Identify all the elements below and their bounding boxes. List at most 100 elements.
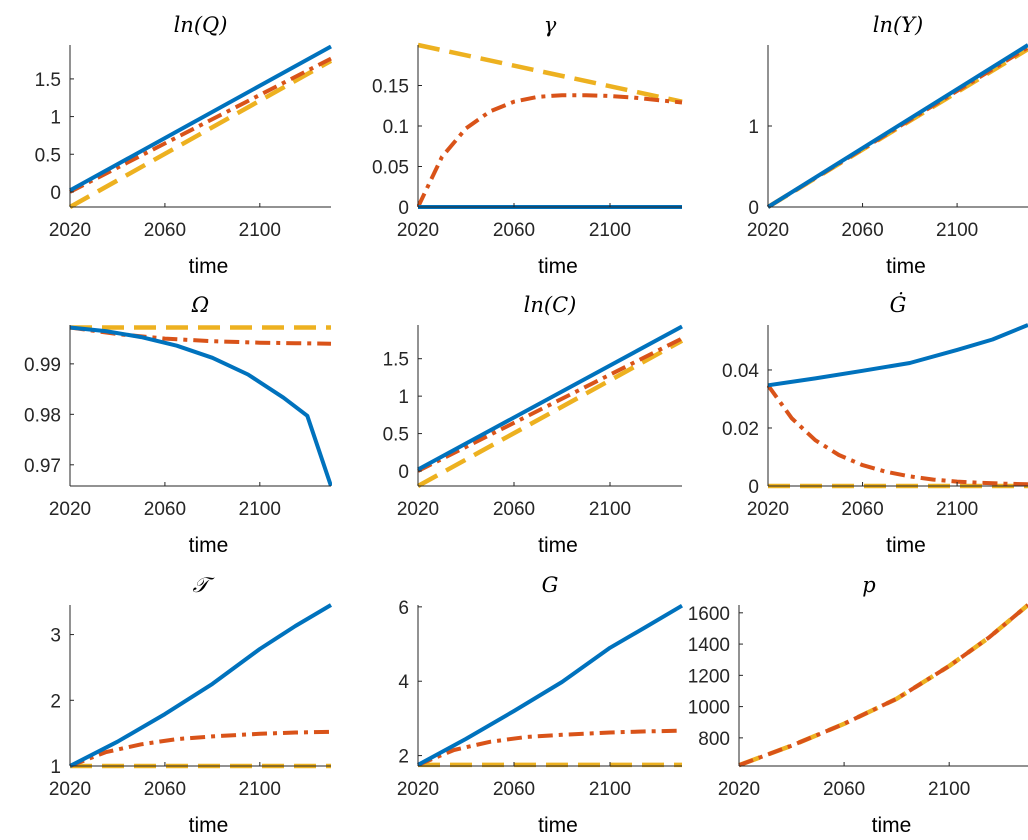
subplot-5: 2020 2060 2100 0 0.5 1 1.5 time ln(C) [383, 293, 683, 557]
subplot-title: Ω [191, 293, 209, 317]
x-tick-label: 2100 [239, 220, 281, 241]
x-tick-label: 2100 [239, 499, 281, 520]
x-tick-label: 2100 [936, 499, 978, 520]
series-group [69, 603, 332, 769]
series-group [417, 603, 683, 768]
y-tick-label: 0 [748, 477, 759, 498]
x-tick-label: 2020 [747, 220, 789, 241]
subplot-1: 2020 2060 2100 0 0.5 1 1.5 time ln(Q) [35, 13, 332, 278]
series-line-dashdot [69, 729, 332, 768]
x-tick-label: 2060 [144, 779, 186, 800]
subplot-title: p [862, 573, 875, 597]
x-tick-label: 2020 [49, 499, 91, 520]
x-axis-label: time [886, 534, 926, 557]
series-line-dashdot [69, 325, 332, 346]
y-tick-label: 1200 [688, 666, 730, 687]
y-tick-label: 1 [748, 117, 759, 138]
x-axis-label: time [538, 255, 578, 278]
x-tick-label: 2060 [823, 779, 865, 800]
subplot-title: ln(Q) [174, 13, 228, 37]
y-tick-label: 1600 [688, 604, 730, 625]
series-line-dashdot [767, 384, 1028, 487]
series-line-solid [69, 44, 332, 193]
series-line-dashdot [417, 336, 683, 473]
y-tick-label: 1400 [688, 635, 730, 656]
subplot-7: 2020 2060 2100 1 2 3 time 𝒯 [49, 573, 332, 837]
subplot-title: γ [544, 13, 557, 37]
y-tick-label: 0.15 [372, 77, 409, 98]
y-tick-label: 0 [398, 198, 409, 219]
subplot-title: 𝒯 [192, 573, 215, 597]
y-tick-label: 0 [50, 183, 61, 204]
series-group [767, 43, 1028, 209]
series-line-solid [69, 325, 332, 487]
series-line-dashed [738, 603, 1028, 768]
x-tick-label: 2100 [589, 220, 631, 241]
x-axis-label: time [189, 534, 229, 557]
y-tick-label: 0.5 [383, 425, 409, 446]
y-tick-label: 0.99 [24, 355, 61, 376]
series-line-dashed [69, 58, 332, 209]
y-tick-label: 3 [50, 626, 61, 647]
y-tick-label: 0.05 [372, 158, 409, 179]
x-axis-label: time [538, 814, 578, 837]
x-tick-label: 2060 [841, 220, 883, 241]
y-tick-label: 2 [50, 691, 61, 712]
x-tick-label: 2100 [589, 499, 631, 520]
series-line-solid [417, 603, 683, 767]
x-axis-label: time [872, 814, 912, 837]
y-tick-label: 800 [698, 729, 730, 750]
y-tick-label: 0.1 [383, 117, 409, 138]
series-line-dashed [417, 338, 683, 488]
y-tick-label: 1 [50, 108, 61, 129]
series-line-solid [417, 324, 683, 472]
y-tick-label: 0 [748, 198, 759, 219]
series-group [69, 325, 332, 487]
series-line-solid [69, 603, 332, 768]
x-tick-label: 2020 [49, 220, 91, 241]
x-tick-label: 2060 [493, 779, 535, 800]
x-tick-label: 2060 [144, 499, 186, 520]
subplot-3: 2020 2060 2100 0 1 time ln(Y) [747, 13, 1028, 278]
x-tick-label: 2060 [841, 499, 883, 520]
subplot-6: 2020 2060 2100 0 0.02 0.04 time Ġ [722, 292, 1028, 557]
x-tick-label: 2020 [397, 220, 439, 241]
y-tick-label: 1 [50, 757, 61, 778]
series-line-solid [767, 43, 1028, 209]
x-tick-label: 2020 [397, 779, 439, 800]
y-tick-label: 2 [398, 747, 409, 768]
subplot-title: ln(C) [524, 293, 577, 317]
x-axis-label: time [189, 255, 229, 278]
x-tick-label: 2100 [239, 779, 281, 800]
series-line-dashdot [69, 56, 332, 194]
x-axis-label: time [538, 534, 578, 557]
y-tick-label: 4 [398, 672, 409, 693]
series-group [417, 324, 683, 488]
x-tick-label: 2020 [747, 499, 789, 520]
x-tick-label: 2060 [144, 220, 186, 241]
x-tick-label: 2100 [936, 220, 978, 241]
x-axis-label: time [886, 255, 926, 278]
series-line-dashdot [417, 93, 683, 208]
x-axis-label: time [189, 814, 229, 837]
y-tick-label: 0.98 [24, 405, 61, 426]
y-tick-label: 1000 [688, 698, 730, 719]
subplot-8: 2020 2060 2100 2 4 6 time G [397, 573, 683, 837]
subplot-title: Ġ [890, 292, 907, 317]
y-tick-label: 0.04 [722, 361, 759, 382]
subplot-title: ln(Y) [873, 13, 924, 37]
series-line-dashdot [738, 603, 1028, 768]
x-tick-label: 2020 [49, 779, 91, 800]
y-tick-label: 1.5 [383, 350, 409, 371]
y-tick-label: 6 [398, 598, 409, 619]
series-line-solid [767, 323, 1028, 388]
y-tick-label: 0.02 [722, 419, 759, 440]
series-group [69, 44, 332, 209]
y-tick-label: 0.5 [35, 145, 61, 166]
x-tick-label: 2060 [493, 499, 535, 520]
y-tick-label: 1.5 [35, 70, 61, 91]
series-group [417, 42, 683, 209]
y-tick-label: 0.97 [24, 456, 61, 477]
x-tick-label: 2020 [397, 499, 439, 520]
